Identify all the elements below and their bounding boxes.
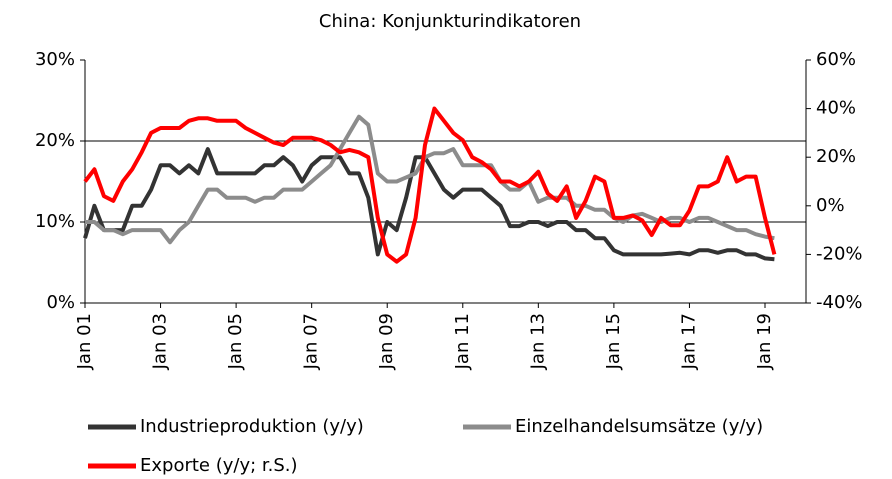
y-tick-label: 20% [35,130,75,151]
x-tick-label: Jan 05 [225,313,246,370]
legend-label: Einzelhandelsumsätze (y/y) [515,416,763,437]
y-tick-label: 10% [35,211,75,232]
y2-tick-label: 40% [816,98,856,119]
x-tick-label: Jan 01 [74,313,95,370]
legend-label: Industrieproduktion (y/y) [140,416,364,437]
series-line [83,147,775,262]
y-tick-label: 0% [46,292,75,313]
series-line [83,106,777,264]
x-tick-label: Jan 17 [678,313,699,370]
x-tick-label: Jan 15 [603,313,624,370]
y2-tick-label: -20% [816,243,863,264]
y2-tick-label: -40% [816,292,863,313]
y2-tick-label: 20% [816,146,856,167]
x-tick-label: Jan 11 [452,313,473,370]
x-tick-label: Jan 19 [754,313,775,370]
y-tick-label: 30% [35,49,75,70]
x-tick-label: Jan 03 [150,313,171,370]
x-tick-label: Jan 07 [301,313,322,370]
x-tick-label: Jan 13 [527,313,548,370]
chart-title: China: Konjunkturindikatoren [319,11,581,32]
y2-tick-label: 0% [816,195,845,216]
legend-label: Exporte (y/y; r.S.) [140,455,298,476]
y2-tick-label: 60% [816,49,856,70]
x-tick-label: Jan 09 [376,313,397,370]
